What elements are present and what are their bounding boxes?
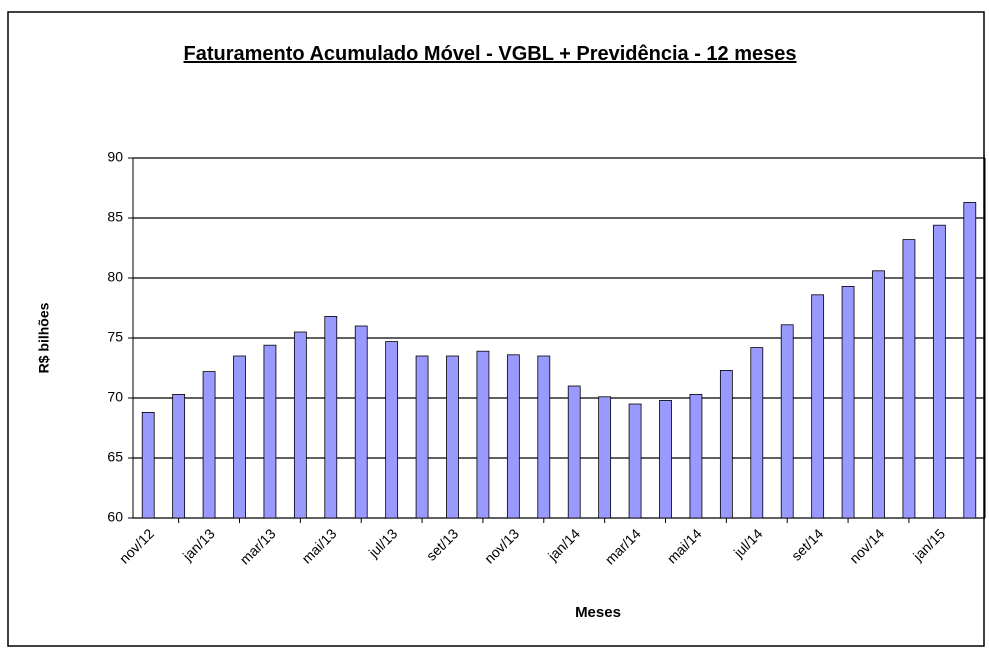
bar bbox=[141, 411, 155, 519]
x-tick-label: mai/13 bbox=[298, 525, 339, 566]
x-tick-label: mai/14 bbox=[664, 525, 705, 566]
x-tick-label: jan/15 bbox=[909, 525, 948, 564]
bar bbox=[750, 347, 764, 519]
bar bbox=[446, 355, 459, 519]
x-tick-label: nov/13 bbox=[481, 525, 522, 566]
bar bbox=[932, 224, 946, 519]
x-tick-label: nov/12 bbox=[116, 525, 157, 566]
y-tick-label: 75 bbox=[107, 329, 123, 345]
bar bbox=[598, 396, 612, 519]
bar bbox=[780, 324, 794, 519]
bar bbox=[719, 369, 733, 519]
bar bbox=[172, 393, 186, 519]
bar bbox=[202, 371, 216, 519]
y-tick-label: 65 bbox=[107, 449, 123, 465]
bar bbox=[537, 355, 551, 519]
bar bbox=[324, 315, 338, 519]
bar bbox=[506, 354, 520, 519]
chart-border bbox=[7, 11, 985, 647]
bar bbox=[385, 341, 399, 519]
x-tick-label: jul/13 bbox=[365, 525, 401, 561]
x-tick-label: jul/14 bbox=[730, 525, 766, 561]
bar bbox=[263, 344, 277, 519]
x-tick-label: jan/14 bbox=[544, 525, 583, 564]
bar bbox=[476, 350, 490, 519]
bar bbox=[689, 393, 703, 519]
bar bbox=[233, 355, 246, 519]
y-tick-label: 60 bbox=[107, 509, 123, 525]
x-tick-label: nov/14 bbox=[846, 525, 887, 566]
bar bbox=[659, 399, 672, 519]
x-tick-label: set/14 bbox=[788, 525, 826, 563]
x-tick-label: mar/14 bbox=[602, 525, 644, 567]
bar bbox=[567, 385, 581, 519]
bar bbox=[963, 201, 977, 519]
bar bbox=[872, 270, 885, 519]
bar bbox=[811, 294, 825, 519]
y-axis-label: R$ bilhões bbox=[36, 302, 52, 373]
bar bbox=[841, 285, 855, 519]
chart-title: Faturamento Acumulado Móvel - VGBL + Pre… bbox=[183, 43, 797, 65]
bar bbox=[354, 325, 368, 519]
y-tick-label: 80 bbox=[107, 269, 123, 285]
x-tick-label: jan/13 bbox=[179, 525, 218, 564]
y-tick-label: 70 bbox=[107, 389, 123, 405]
x-tick-label: set/13 bbox=[423, 525, 461, 563]
bar bbox=[902, 239, 916, 519]
bar bbox=[415, 355, 429, 519]
bar bbox=[628, 403, 642, 519]
bar bbox=[293, 331, 307, 519]
y-tick-label: 90 bbox=[107, 149, 123, 165]
y-tick-label: 85 bbox=[107, 209, 123, 225]
x-tick-label: mar/13 bbox=[237, 525, 279, 567]
x-axis-label: Meses bbox=[575, 604, 621, 621]
